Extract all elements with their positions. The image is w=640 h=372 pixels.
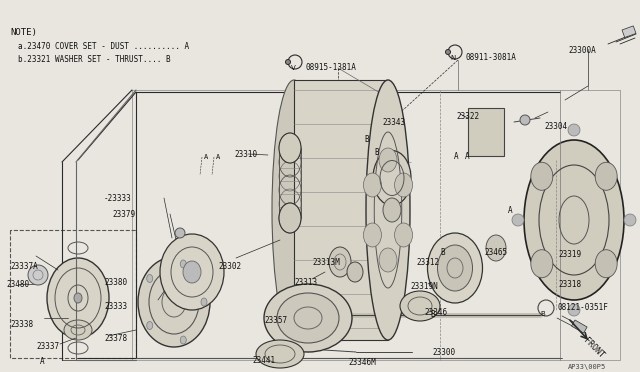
Text: 23357: 23357 bbox=[264, 316, 287, 325]
Text: 23380: 23380 bbox=[104, 278, 127, 287]
Ellipse shape bbox=[395, 223, 413, 247]
Text: B: B bbox=[440, 248, 445, 257]
Ellipse shape bbox=[595, 250, 617, 278]
Ellipse shape bbox=[74, 293, 82, 303]
Ellipse shape bbox=[277, 293, 339, 343]
Text: N: N bbox=[451, 55, 456, 61]
Text: 23319N: 23319N bbox=[410, 282, 438, 291]
Ellipse shape bbox=[379, 248, 397, 272]
Text: AP33\00P5: AP33\00P5 bbox=[568, 364, 606, 370]
Ellipse shape bbox=[329, 247, 351, 277]
Bar bbox=[294, 80, 388, 340]
Ellipse shape bbox=[64, 320, 92, 340]
Text: b.23321 WASHER SET - THRUST.... B: b.23321 WASHER SET - THRUST.... B bbox=[18, 55, 171, 64]
Text: 23319: 23319 bbox=[558, 250, 581, 259]
Ellipse shape bbox=[138, 257, 210, 347]
Text: 23300: 23300 bbox=[432, 348, 455, 357]
Text: 23343: 23343 bbox=[382, 118, 405, 127]
Ellipse shape bbox=[531, 250, 553, 278]
Text: B: B bbox=[541, 311, 545, 317]
Text: 23465: 23465 bbox=[484, 248, 507, 257]
Ellipse shape bbox=[438, 245, 472, 291]
Circle shape bbox=[520, 115, 530, 125]
Circle shape bbox=[445, 49, 451, 55]
Circle shape bbox=[28, 265, 48, 285]
Circle shape bbox=[285, 60, 291, 64]
Text: 08121-0351F: 08121-0351F bbox=[557, 304, 608, 312]
Text: 23337: 23337 bbox=[36, 342, 59, 351]
Text: 23346: 23346 bbox=[424, 308, 447, 317]
Circle shape bbox=[568, 304, 580, 316]
Ellipse shape bbox=[364, 173, 381, 197]
Ellipse shape bbox=[279, 133, 301, 163]
Ellipse shape bbox=[272, 80, 316, 340]
Ellipse shape bbox=[160, 234, 224, 310]
Circle shape bbox=[568, 124, 580, 136]
Text: B: B bbox=[364, 135, 369, 144]
Text: 23337A: 23337A bbox=[10, 262, 38, 271]
Ellipse shape bbox=[373, 151, 411, 205]
Text: A: A bbox=[465, 152, 470, 161]
Text: -23333: -23333 bbox=[104, 194, 132, 203]
Ellipse shape bbox=[364, 223, 381, 247]
Text: NOTE): NOTE) bbox=[10, 28, 37, 37]
Ellipse shape bbox=[428, 233, 483, 303]
Ellipse shape bbox=[595, 162, 617, 190]
Text: 23300A: 23300A bbox=[568, 46, 596, 55]
Ellipse shape bbox=[486, 235, 506, 261]
Ellipse shape bbox=[180, 336, 186, 344]
Text: FRONT: FRONT bbox=[582, 336, 606, 360]
Text: 23312: 23312 bbox=[416, 258, 439, 267]
Text: A: A bbox=[216, 154, 220, 160]
Circle shape bbox=[175, 228, 185, 238]
Ellipse shape bbox=[147, 275, 153, 282]
Ellipse shape bbox=[279, 133, 301, 163]
Ellipse shape bbox=[524, 140, 624, 300]
Ellipse shape bbox=[395, 173, 413, 197]
Text: B: B bbox=[374, 148, 379, 157]
Text: 23318: 23318 bbox=[558, 280, 581, 289]
Text: 23338: 23338 bbox=[10, 320, 33, 329]
Text: 23313M: 23313M bbox=[312, 258, 340, 267]
Ellipse shape bbox=[201, 298, 207, 306]
Text: 23346M: 23346M bbox=[348, 358, 376, 367]
Text: 23302: 23302 bbox=[218, 262, 241, 271]
Circle shape bbox=[624, 214, 636, 226]
Ellipse shape bbox=[47, 258, 109, 338]
Ellipse shape bbox=[366, 80, 410, 340]
Text: A: A bbox=[454, 152, 459, 161]
Bar bbox=[468, 108, 504, 156]
Text: B: B bbox=[430, 310, 435, 319]
Ellipse shape bbox=[379, 148, 397, 172]
Text: 23379: 23379 bbox=[112, 210, 135, 219]
Bar bbox=[572, 320, 587, 333]
Text: 23304: 23304 bbox=[544, 122, 567, 131]
Text: A: A bbox=[508, 206, 513, 215]
Ellipse shape bbox=[256, 340, 304, 368]
Text: 23313: 23313 bbox=[294, 278, 317, 287]
Text: 08911-3081A: 08911-3081A bbox=[465, 54, 516, 62]
Ellipse shape bbox=[383, 198, 401, 222]
Text: 23480: 23480 bbox=[6, 280, 29, 289]
Text: a.23470 COVER SET - DUST .......... A: a.23470 COVER SET - DUST .......... A bbox=[18, 42, 189, 51]
Text: V: V bbox=[291, 65, 296, 71]
Text: 23310: 23310 bbox=[234, 150, 257, 159]
Ellipse shape bbox=[180, 260, 186, 268]
Ellipse shape bbox=[264, 284, 352, 352]
Text: 23333: 23333 bbox=[104, 302, 127, 311]
Bar bbox=[622, 26, 636, 38]
Ellipse shape bbox=[147, 321, 153, 330]
Ellipse shape bbox=[347, 262, 363, 282]
Circle shape bbox=[512, 214, 524, 226]
Text: A: A bbox=[204, 154, 208, 160]
Text: 23322: 23322 bbox=[456, 112, 479, 121]
Ellipse shape bbox=[531, 162, 553, 190]
Text: 23378: 23378 bbox=[104, 334, 127, 343]
Text: A: A bbox=[40, 357, 45, 366]
Text: 08915-1381A: 08915-1381A bbox=[305, 64, 356, 73]
Ellipse shape bbox=[279, 203, 301, 233]
Ellipse shape bbox=[183, 261, 201, 283]
Text: 23441: 23441 bbox=[252, 356, 275, 365]
Ellipse shape bbox=[400, 291, 440, 321]
